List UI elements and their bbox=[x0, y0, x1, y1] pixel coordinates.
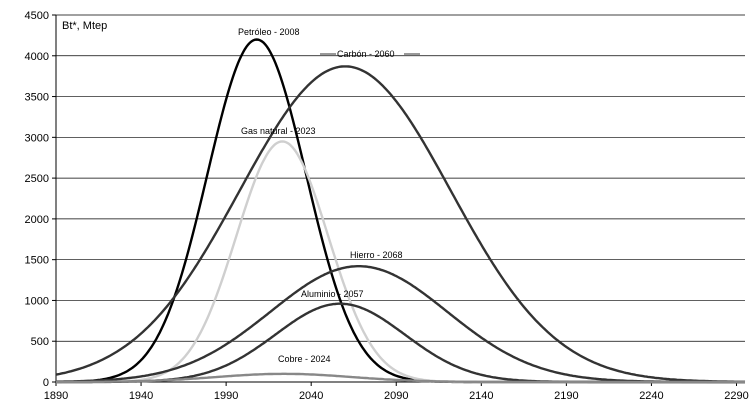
y-tick-label: 500 bbox=[31, 336, 49, 348]
x-tick-label: 2290 bbox=[724, 390, 748, 402]
x-tick-label: 1990 bbox=[214, 390, 238, 402]
y-tick-label: 0 bbox=[43, 377, 49, 389]
y-tick-label: 3000 bbox=[25, 132, 49, 144]
annotation-aluminium: Aluminio - 2057 bbox=[301, 289, 364, 299]
series-lines bbox=[55, 38, 746, 384]
annotation-gas: Gas natural - 2023 bbox=[241, 126, 316, 136]
series-line-6 bbox=[56, 372, 745, 384]
series-line-4 bbox=[55, 265, 745, 384]
series-line-2 bbox=[55, 65, 746, 383]
label-aluminium: Aluminio - 2057 bbox=[301, 289, 364, 299]
annotation-copper: Cobre - 2024 bbox=[278, 354, 331, 364]
label-copper: Cobre - 2024 bbox=[278, 354, 331, 364]
annotation-iron: Hierro - 2068 bbox=[350, 250, 403, 260]
series-line-3 bbox=[56, 140, 745, 384]
unit-label: Bt*, Mtep bbox=[62, 20, 107, 32]
y-tick-label: 4500 bbox=[25, 10, 49, 22]
x-tick-label: 2040 bbox=[299, 390, 323, 402]
x-tick-labels: 1890 1940 1990 2040 2090 2140 2190 2240 2290 bbox=[44, 390, 749, 402]
annotation-coal: Carbón - 2060 bbox=[320, 49, 420, 59]
x-tick-label: 2090 bbox=[384, 390, 408, 402]
x-tick-label: 2140 bbox=[469, 390, 493, 402]
x-tick-label: 2190 bbox=[554, 390, 578, 402]
label-coal: Carbón - 2060 bbox=[337, 49, 395, 59]
y-tick-label: 2500 bbox=[25, 173, 49, 185]
label-gas: Gas natural - 2023 bbox=[241, 126, 316, 136]
x-tick-label: 1940 bbox=[129, 390, 153, 402]
y-tick-label: 1000 bbox=[25, 295, 49, 307]
gridlines bbox=[56, 14, 745, 342]
x-tick-label: 2240 bbox=[639, 390, 663, 402]
y-tick-label: 3500 bbox=[25, 92, 49, 104]
y-tick-label: 4000 bbox=[25, 51, 49, 63]
y-tick-labels: 0 500 1000 1500 2000 2500 3000 3500 4000 4500 bbox=[25, 10, 49, 389]
y-tick-label: 2000 bbox=[25, 214, 49, 226]
label-oil: Petróleo - 2008 bbox=[238, 27, 300, 37]
y-tick-label: 1500 bbox=[25, 255, 49, 267]
annotation-oil: Petróleo - 2008 bbox=[238, 27, 300, 37]
x-tick-label: 1890 bbox=[44, 390, 68, 402]
label-iron: Hierro - 2068 bbox=[350, 250, 403, 260]
